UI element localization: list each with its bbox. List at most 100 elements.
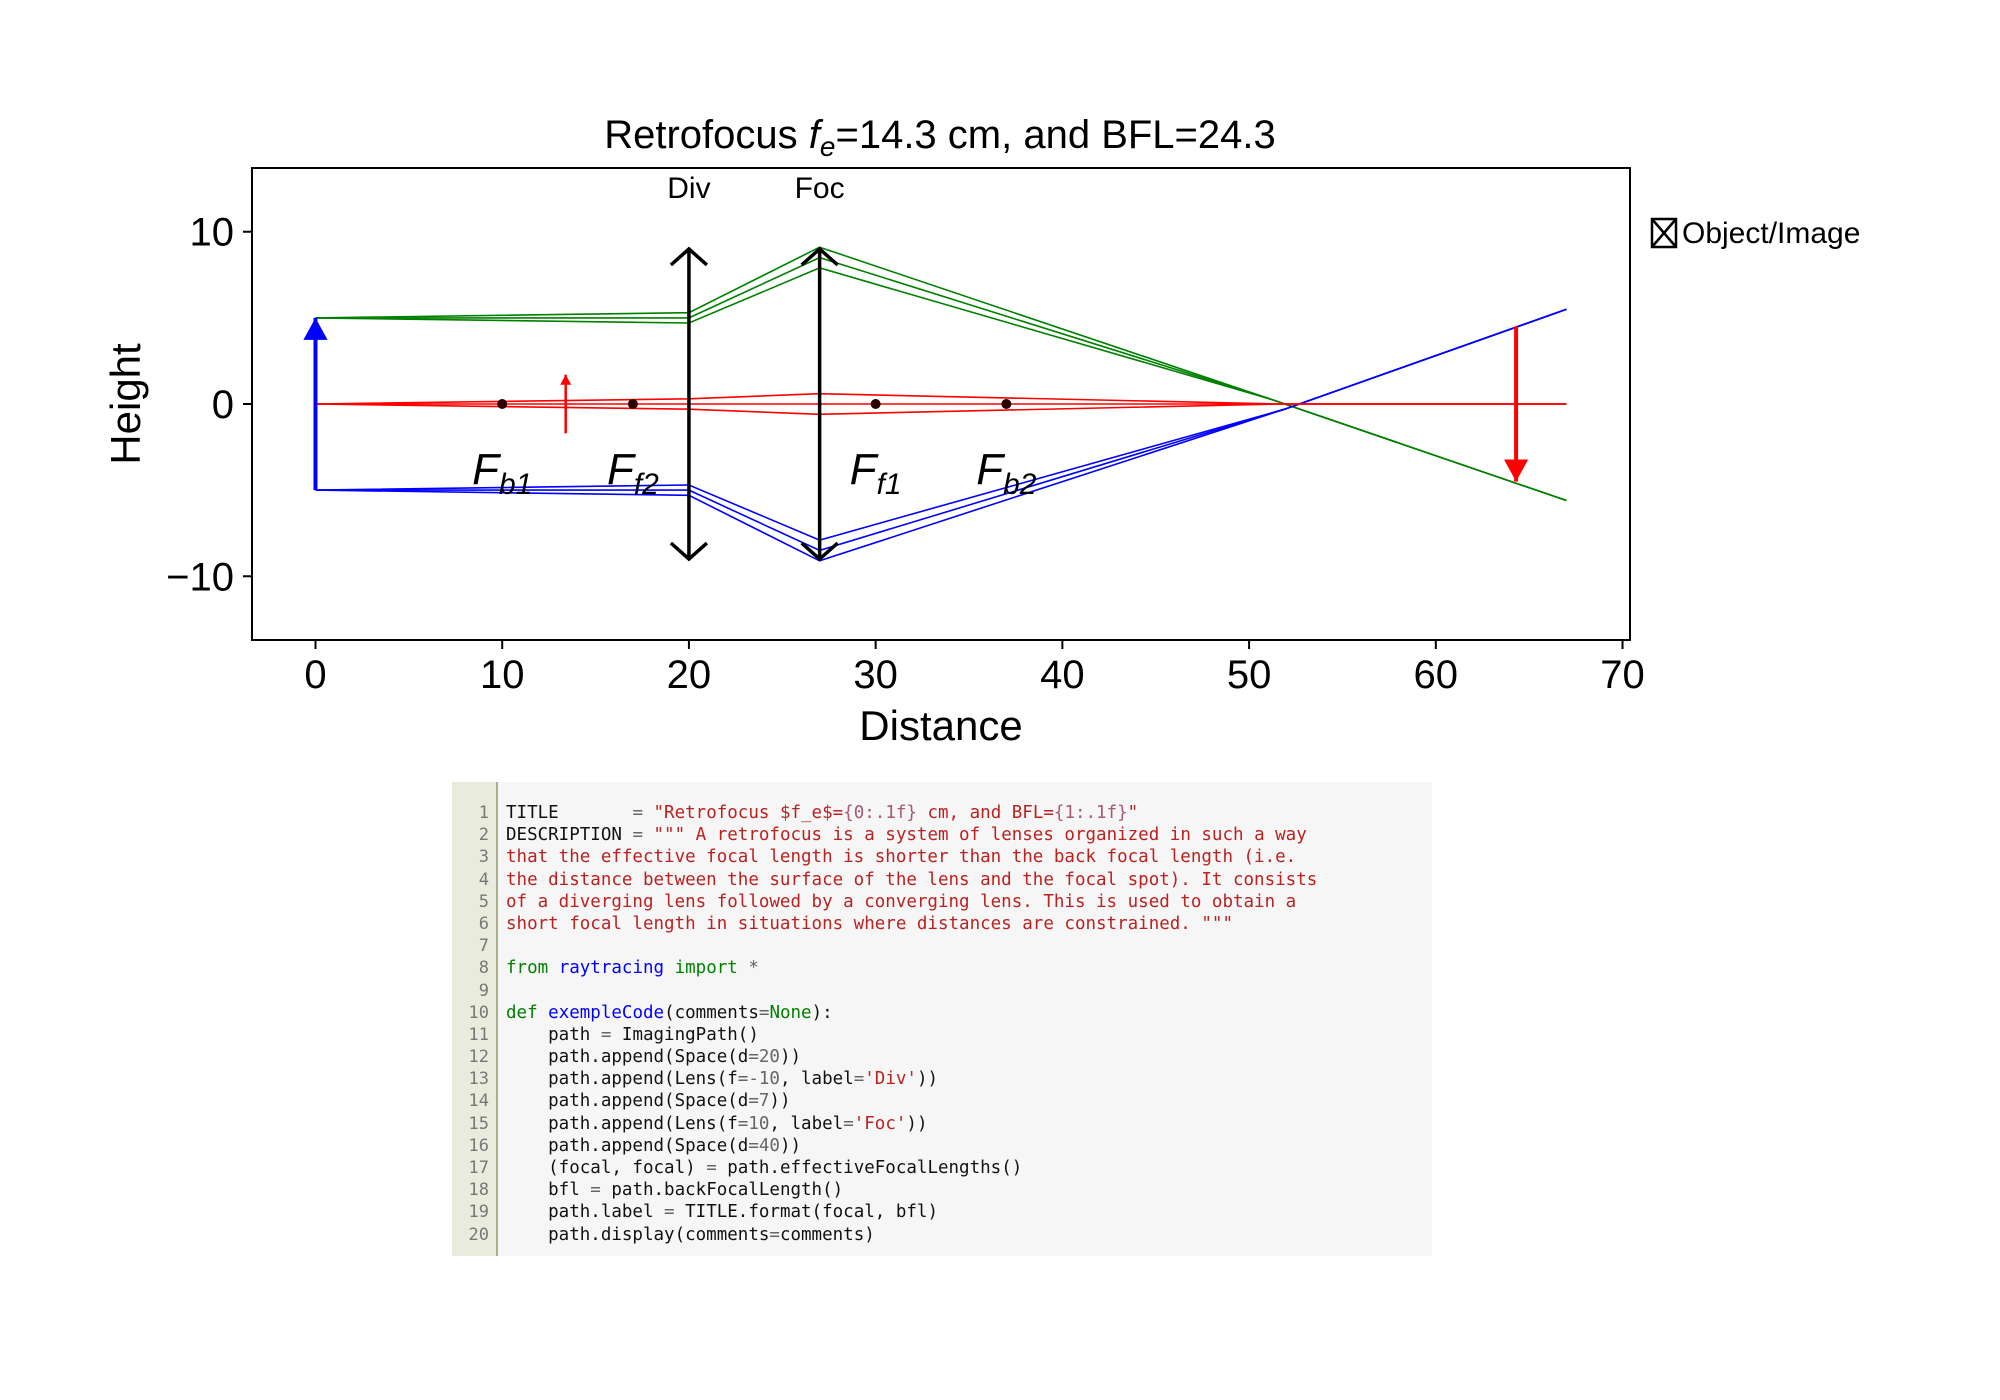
retrofocus-raytrace-figure: Retrofocus fe=14.3 cm, and BFL=24.3 Div Fo… (102, 113, 1860, 749)
code-token: path.display(comments (506, 1224, 770, 1245)
blue-ray-1 (315, 308, 1567, 541)
image-arrow-head (1504, 459, 1529, 482)
code-token: )) (769, 1091, 791, 1112)
code-token: of a diverging lens followed by a conver… (506, 891, 1297, 912)
lens-foc-label: Foc (795, 172, 845, 205)
code-token: = (706, 1158, 717, 1178)
code-token: {0:.1f} (843, 803, 917, 823)
code-line: path.append(Lens(f=-10, label='Div')) (506, 1068, 1432, 1090)
code-token: import (674, 958, 738, 979)
lens-foc-bottom-arrow (800, 541, 839, 562)
line-number: 11 (468, 1024, 489, 1045)
code-line: path = ImagingPath() (506, 1024, 1432, 1046)
code-line: path.append(Lens(f=10, label='Foc')) (506, 1113, 1432, 1135)
x-tick-label-10: 10 (480, 653, 525, 697)
legend-box-icon (1650, 217, 1678, 249)
code-token: path.label (506, 1202, 665, 1223)
code-line: short focal length in situations where d… (506, 913, 1432, 935)
focal-label-f1: Ff1 (850, 445, 902, 501)
line-number: 13 (468, 1069, 489, 1090)
y-tick-label-2: −10 (166, 555, 234, 599)
code-token: path.backFocalLength() (600, 1180, 844, 1201)
code-token: 7 (758, 1091, 770, 1112)
line-number: 6 (478, 913, 489, 934)
x-tick-label-50: 50 (1227, 653, 1272, 697)
code-token: (focal, focal) (506, 1158, 707, 1178)
focal-label-b1: Fb1 (472, 445, 532, 501)
code-token: , label (779, 1069, 854, 1090)
code-token: = (758, 1002, 770, 1023)
code-token: from (506, 958, 549, 979)
object-arrow-head (303, 317, 328, 340)
code-token: = (748, 1091, 759, 1112)
code-token: = (632, 825, 643, 846)
code-token: )) (779, 1135, 802, 1156)
code-token: 20 (758, 1047, 780, 1068)
green-ray-1 (315, 267, 1567, 502)
line-number: 5 (478, 891, 489, 912)
code-token: comments) (779, 1224, 875, 1245)
code-token: = (769, 1224, 780, 1245)
line-number: 7 (478, 936, 489, 957)
code-token: path.append(Space(d (506, 1091, 749, 1112)
code-token: = (853, 1069, 865, 1090)
code-token: path (506, 1024, 601, 1045)
code-line: bfl = path.backFocalLength() (506, 1179, 1432, 1201)
blue-ray-2 (315, 308, 1567, 552)
legend-box-diag-2 (1651, 218, 1677, 248)
figure-canvas: Retrofocus fe=14.3 cm, and BFL=24.3 Div Fo… (102, 113, 1860, 749)
x-tick-label-60: 60 (1414, 653, 1459, 697)
figure-title: Retrofocus fe=14.3 cm, and BFL=24.3 (604, 113, 1276, 162)
code-line: def exempleCode(comments=None): (506, 1002, 1432, 1024)
y-tick-label-1: 0 (212, 383, 234, 427)
code-token: , label (769, 1113, 844, 1134)
code-token: = (737, 1113, 749, 1134)
code-token: 'Div' (864, 1069, 917, 1090)
code-token: exempleCode (548, 1002, 665, 1023)
focal-point-f1 (870, 399, 881, 409)
focal-label-b2: Fb2 (976, 445, 1037, 501)
code-token: = (664, 1202, 675, 1223)
line-number: 15 (468, 1113, 489, 1134)
code-token: )) (906, 1113, 928, 1134)
focal-point-b1 (497, 399, 508, 409)
code-token: = (590, 1180, 601, 1201)
code-listing: 1 2 3 4 5 6 7 8 9 10 11 12 13 14 15 16 17 18 19 20 TITLE = … (452, 782, 1432, 1256)
code-line: path.append(Space(d=40)) (506, 1135, 1432, 1157)
code-line: path.display(comments=comments) (506, 1224, 1432, 1246)
line-number: 12 (468, 1047, 489, 1068)
code-line: from raytracing import * (506, 957, 1432, 979)
code-token: short focal length in situations where d… (506, 913, 1233, 934)
code-token (738, 958, 749, 978)
blue-ray-3 (315, 308, 1567, 562)
code-token: 'Foc' (853, 1113, 907, 1134)
code-token (538, 1003, 549, 1023)
code-token: = (600, 1024, 612, 1045)
code-line: the distance between the surface of the … (506, 869, 1432, 891)
y-axis-label: Height (102, 343, 149, 465)
code-token: TITLE (506, 803, 633, 823)
x-axis-label: Distance (859, 702, 1022, 749)
line-number: 2 (478, 825, 489, 846)
code-token: " (1127, 803, 1139, 823)
code-token: = (748, 1135, 759, 1156)
code-line: of a diverging lens followed by a conver… (506, 891, 1432, 913)
code-line: (focal, focal) = path.effectiveFocalLeng… (506, 1157, 1432, 1179)
code-line (506, 935, 1432, 957)
code-line: path.label = TITLE.format(focal, bfl) (506, 1201, 1432, 1223)
code-token: def (506, 1002, 538, 1023)
lens-div-top-arrow (669, 246, 709, 267)
green-ray-2 (315, 256, 1567, 502)
line-number: 9 (478, 980, 489, 1001)
code-token: )) (779, 1047, 802, 1068)
code-token: ImagingPath() (611, 1024, 759, 1045)
code-line: path.append(Space(d=20)) (506, 1046, 1432, 1068)
legend-label: Object/Image (1682, 217, 1860, 250)
code-token: the distance between the surface of the … (506, 869, 1318, 890)
code-token: DESCRIPTION (506, 825, 633, 846)
code-token: """ A retrofocus is a system of lenses o… (642, 825, 1307, 846)
code-token: (comments (664, 1002, 759, 1023)
code-line (506, 980, 1432, 1002)
code-token: raytracing (558, 958, 665, 979)
x-tick-label-30: 30 (853, 653, 898, 697)
